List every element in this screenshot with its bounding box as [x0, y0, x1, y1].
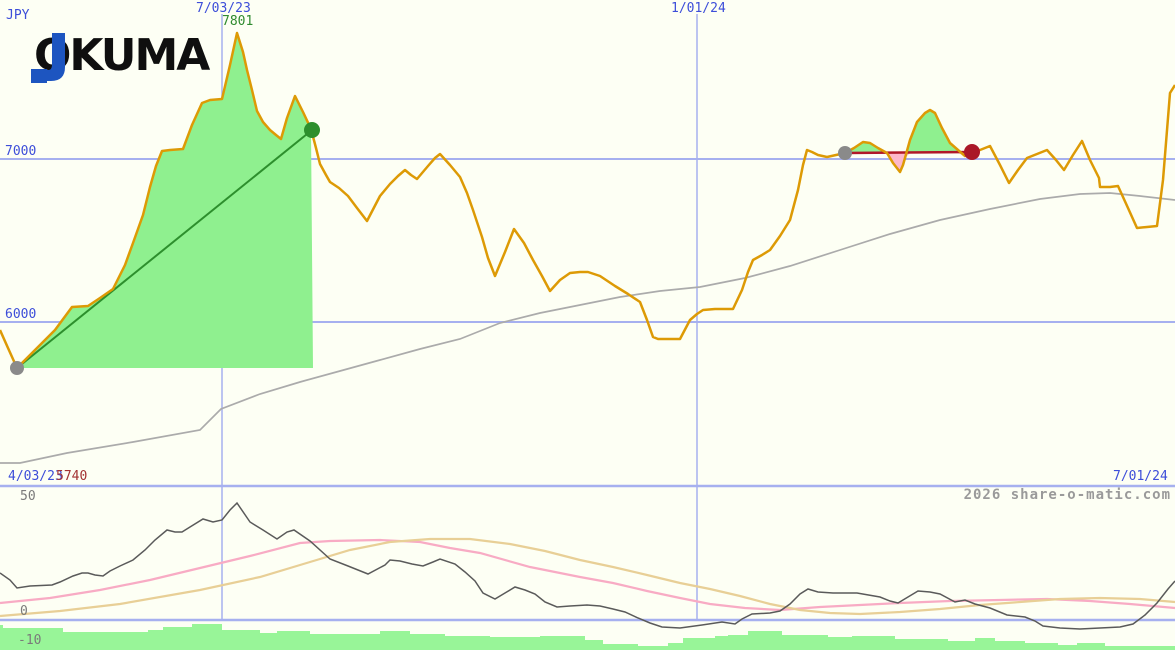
start-date-label: 4/03/23: [8, 469, 63, 484]
trend-line-1: [16, 129, 313, 369]
drawdown-fill: [845, 153, 972, 172]
signal-pink-line: [0, 538, 1175, 612]
marker-dot-1: [10, 361, 24, 375]
signal-tan-line: [0, 537, 1175, 618]
moving-average-line: [0, 192, 1175, 464]
indicator-0-label: 0: [20, 604, 28, 619]
ytick-6000: 6000: [5, 307, 37, 322]
indicator-neg10-label: -10: [18, 633, 42, 648]
currency-label: JPY: [6, 8, 30, 23]
indicator-50-label: 50: [20, 489, 36, 504]
ytick-7000: 7000: [5, 144, 37, 159]
momentum-line: [0, 501, 1175, 630]
gain-fill: [845, 110, 972, 153]
volume-area: [0, 624, 1175, 650]
trend-line-2: [844, 150, 973, 155]
top-tick-date-2: 1/01/24: [671, 1, 726, 16]
okuma-logo-icon: [31, 33, 65, 83]
marker-dot-4: [964, 144, 980, 160]
watermark: 2026 share-o-matic.com: [963, 487, 1171, 503]
okuma-logo: OKUMA: [30, 33, 210, 83]
marker-dot-3: [838, 146, 852, 160]
marker-dot-2: [304, 122, 320, 138]
peak-value-label: 7801: [222, 14, 254, 29]
top-tick-date-1: 7/03/23: [196, 1, 251, 16]
gain-fill: [17, 33, 313, 368]
start-price-label: 5740: [56, 469, 88, 484]
end-date-label: 7/01/24: [1113, 469, 1168, 484]
